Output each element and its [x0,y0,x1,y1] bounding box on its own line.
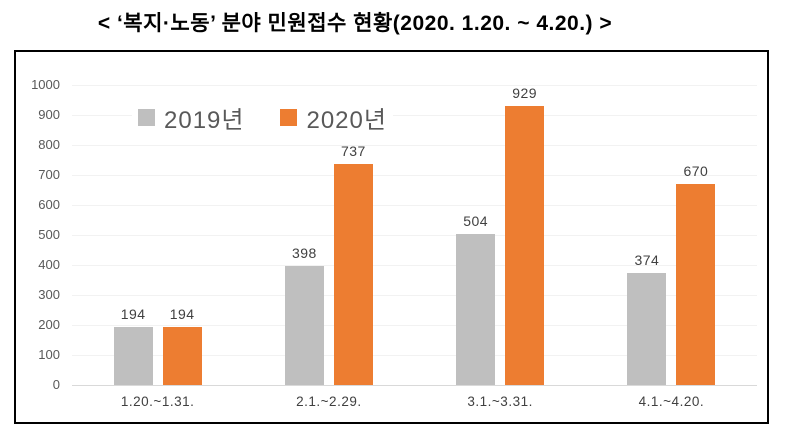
bar-2019년-4.1.~4.20. [627,272,667,385]
bar-2019년-3.1.~3.31. [456,233,496,385]
bar-column: 737 [333,142,373,385]
bar-value-label: 398 [291,244,317,261]
y-tick-label-700: 700 [38,167,60,182]
gridline-900 [72,115,757,116]
gridline-700 [72,175,757,176]
bar-2019년-1.20.~1.31. [113,326,153,385]
bar-value-label: 929 [512,85,538,102]
gridline-800 [72,145,757,146]
plot-area: 2019년 2020년 194 194 1.20.~1.31. 398 737 2.1.~2… [72,85,757,409]
legend-label: 2020년 [306,107,387,134]
bar-value-label: 374 [634,251,660,268]
bar-group-1.20.~1.31.: 194 194 [72,85,243,385]
legend-swatch-icon [280,109,298,126]
bar-2020년-2.1.~2.29. [333,163,373,385]
legend-label: 2019년 [164,107,245,134]
x-axis-line [72,385,757,386]
bar-column: 194 [113,305,153,385]
bar-group-3.1.~3.31.: 504 929 [415,85,586,385]
y-tick-label-200: 200 [38,317,60,332]
y-tick-label-400: 400 [38,257,60,272]
x-tick-label-3.1.~3.31.: 3.1.~3.31. [467,394,533,409]
bar-value-label: 194 [120,305,146,322]
legend-swatch-icon [138,109,155,126]
gridline-500 [72,235,757,236]
chart-title: < ‘복지·노동’ 분야 민원접수 현황(2020. 1.20. ~ 4.20.… [97,12,613,35]
bar-2020년-4.1.~4.20. [676,184,716,385]
bar-value-label: 737 [340,142,366,159]
bar-group-4.1.~4.20.: 374 670 [586,85,757,385]
bar-column: 504 [456,212,496,385]
y-tick-label-1000: 1000 [31,77,60,92]
gridline-100 [72,355,757,356]
x-tick-label-2.1.~2.29.: 2.1.~2.29. [296,394,362,409]
x-tick-label-1.20.~1.31.: 1.20.~1.31. [120,394,195,409]
y-tick-label-600: 600 [38,197,60,212]
legend-item-2020년: 2020년 [280,100,386,135]
y-tick-label-800: 800 [38,137,60,152]
gridline-600 [72,205,757,206]
bar-value-label: 194 [169,305,195,322]
y-tick-label-900: 900 [38,107,60,122]
bar-2020년-1.20.~1.31. [162,326,202,385]
bar-value-label: 504 [463,212,489,229]
gridline-200 [72,325,757,326]
gridline-300 [72,295,757,296]
y-tick-label-0: 0 [52,377,60,392]
gridline-400 [72,265,757,266]
chart-frame: 0 100 200 300 400 500 600 700 800 900 1000 2019년 20… [14,50,769,424]
bar-value-label: 670 [683,163,709,179]
y-tick-label-500: 500 [38,227,60,242]
bar-2020년-3.1.~3.31. [505,106,545,385]
y-tick-label-300: 300 [38,287,60,302]
bar-2019년-2.1.~2.29. [284,265,324,385]
bar-column: 670 [676,163,716,385]
legend: 2019년 2020년 [132,100,393,135]
y-tick-label-100: 100 [38,347,60,362]
bar-column: 398 [284,244,324,385]
bar-group-2.1.~2.29.: 398 737 [243,85,414,385]
bar-column: 929 [505,85,545,385]
bar-column: 194 [162,305,202,385]
legend-item-2019년: 2019년 [138,100,244,135]
gridline-1000 [72,85,757,86]
x-tick-label-4.1.~4.20.: 4.1.~4.20. [638,394,705,409]
bar-column: 374 [627,251,667,385]
